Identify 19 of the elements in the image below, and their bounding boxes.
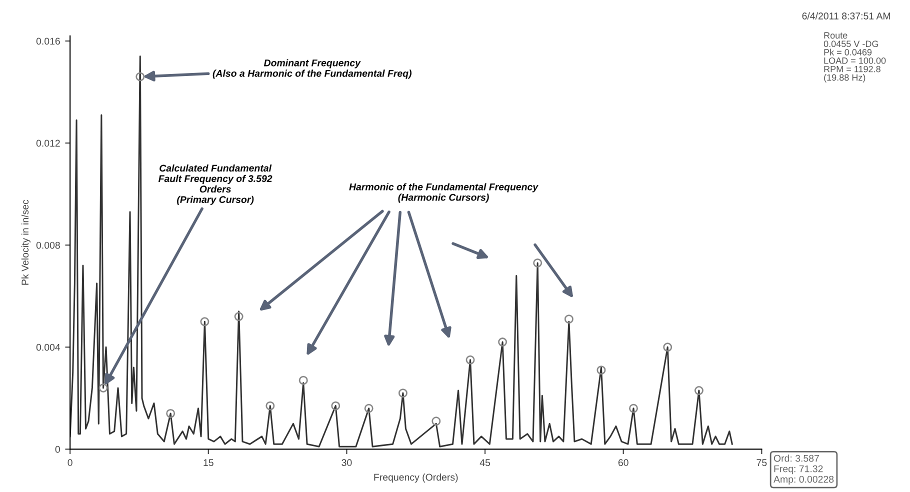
y-axis-title: Pk Velocity in in/sec	[21, 200, 30, 285]
x-tick-label: 30	[342, 459, 352, 466]
annotation: Harmonic of the Fundamental Frequency (Harmonic Cursors)	[349, 183, 538, 203]
text: 6/4/2011 8:37:51 AM	[802, 12, 890, 20]
annotation: Calculated Fundamental Fault Frequency of 3.592 Orders (Primary Cursor)	[158, 164, 272, 205]
x-axis-title: Frequency (Orders)	[374, 474, 458, 483]
y-tick-label: 0.012	[36, 140, 60, 147]
x-tick-label: 15	[204, 459, 214, 466]
y-tick-label: 0.016	[36, 38, 60, 45]
x-tick-label: 60	[618, 459, 628, 466]
x-tick-label: 75	[756, 459, 767, 466]
text: Route 0.0455 V -DG Pk = 0.0469 LOAD = 100.00 RPM = 1192.8 (19.88 Hz)	[824, 32, 886, 82]
y-tick-label: 0	[55, 446, 60, 453]
annotation: Dominant Frequency (Also a Harmonic of the Fundamental Freq)	[212, 59, 412, 79]
y-tick-label: 0.004	[36, 344, 60, 351]
y-tick-label: 0.008	[36, 242, 60, 249]
x-tick-label: 0	[68, 459, 72, 466]
text: Ord: 3.587 Freq: 71.32 Amp: 0.00228	[774, 454, 834, 485]
x-tick-label: 45	[480, 459, 490, 466]
